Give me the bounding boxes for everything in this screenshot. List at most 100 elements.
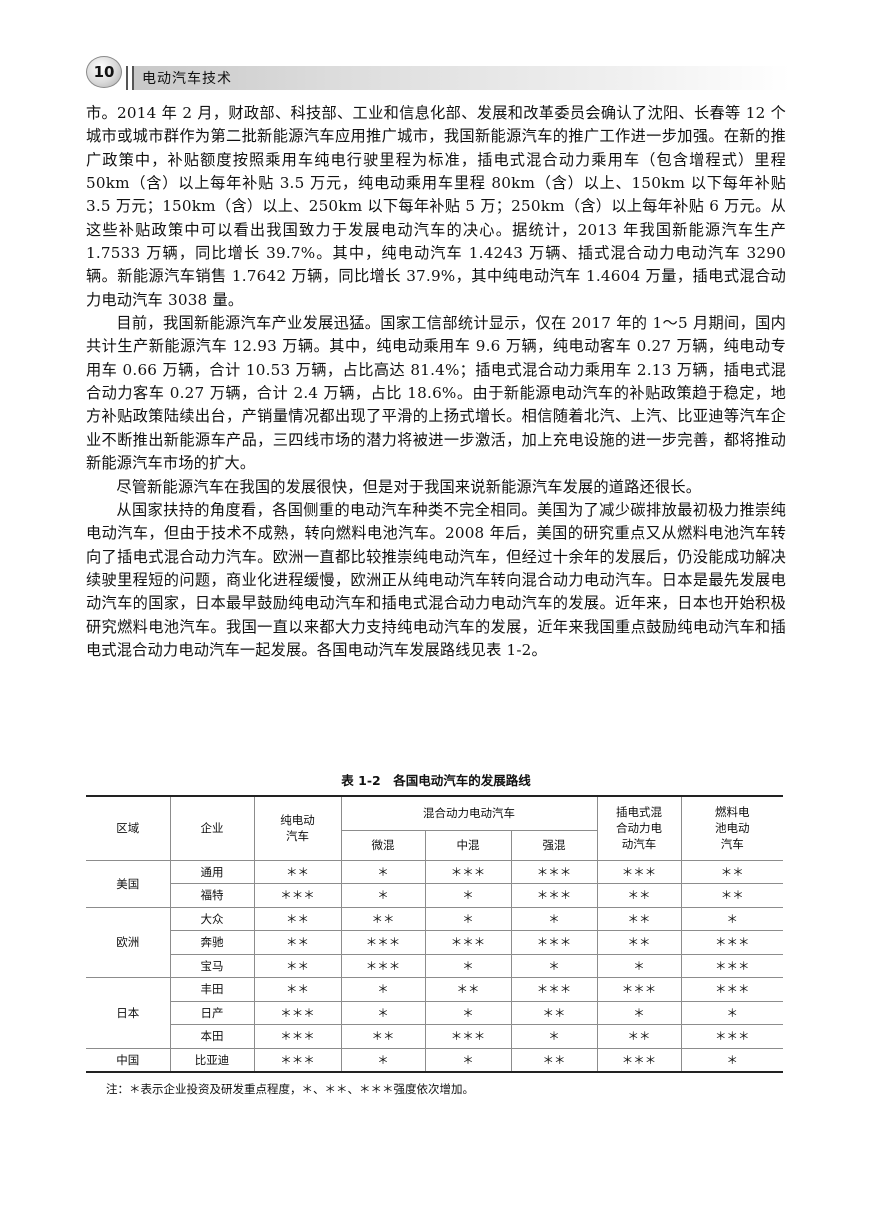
rating-cell: ＊＊＊ [596,859,682,884]
company-cell: 本田 [170,1024,255,1049]
rating-cell: ＊ [680,906,783,931]
page-number-badge: 10 [86,56,122,88]
rating-cell: ＊ [510,1024,598,1049]
rating-cell: ＊＊＊ [596,1047,682,1073]
rating-cell: ＊ [510,906,598,931]
company-cell: 宝马 [170,953,255,978]
rating-cell: ＊＊ [253,859,342,884]
rating-cell: ＊＊ [596,1024,682,1049]
rating-cell: ＊＊ [596,906,682,931]
table-row: 欧洲 大众 ＊＊ ＊＊ ＊ ＊ ＊＊ ＊ [86,906,783,978]
rating-cell: ＊＊ [596,930,682,955]
rating-cell: ＊＊ [253,977,342,1002]
rating-cell: ＊ [424,883,512,908]
company-cell: 日产 [170,1000,255,1025]
rating-cell: ＊＊ [340,1024,426,1049]
table-row: 奔驰 ＊＊ ＊＊＊ ＊＊＊ ＊＊＊ ＊＊ ＊＊＊ [86,930,783,955]
table-row: 美国 通用 ＊＊ ＊ ＊＊＊ ＊＊＊ ＊＊＊ ＊＊ [86,859,783,908]
region-cell: 日本 [86,977,171,1049]
table-header-row: 区域 企业 纯电动汽车 混合动力电动汽车 插电式混合动力电动汽车 燃料电池电动汽… [86,795,783,861]
rating-cell: ＊＊ [424,977,512,1002]
rating-cell: ＊＊＊ [253,1047,342,1073]
rating-cell: ＊＊ [253,953,342,978]
book-title: 电动汽车技术 [142,71,232,87]
rating-cell: ＊＊＊ [680,1024,783,1049]
table-row: 日本 丰田 ＊＊ ＊ ＊＊ ＊＊＊ ＊＊＊ ＊＊＊ [86,977,783,1049]
rating-cell: ＊＊ [596,883,682,908]
header-fcev: 燃料电池电动汽车 [680,795,783,861]
rating-cell: ＊ [596,1000,682,1025]
rating-cell: ＊＊＊ [596,977,682,1002]
header-mild: 微混 [341,829,426,861]
rating-cell: ＊ [340,1000,426,1025]
rating-cell: ＊＊＊ [340,953,426,978]
rating-cell: ＊＊ [680,883,783,908]
rating-cell: ＊＊＊ [510,930,598,955]
header-strong: 强混 [510,829,597,861]
table-note: 注：＊表示企业投资及研发重点程度，＊、＊＊、＊＊＊强度依次增加。 [106,1082,474,1096]
rating-cell: ＊＊ [510,1000,598,1025]
rating-cell: ＊＊ [340,906,426,931]
region-cell: 美国 [86,859,171,908]
company-cell: 大众 [169,906,255,931]
rating-cell: ＊ [680,1000,783,1025]
rating-cell: ＊＊＊ [424,859,512,884]
rating-cell: ＊ [340,977,426,1002]
paragraph-countries: 从国家扶持的角度看，各国侧重的电动汽车种类不完全相同。美国为了减少碳排放最初极力… [86,500,786,659]
company-cell: 通用 [169,859,255,884]
rating-cell: ＊ [680,1047,783,1073]
rating-cell: ＊＊ [253,906,342,931]
rating-cell: ＊＊ [510,1047,598,1073]
header-gradient-band [134,66,790,90]
header-pure-ev: 纯电动汽车 [253,795,342,861]
rating-cell: ＊ [424,1047,512,1073]
region-cell: 欧洲 [86,906,171,978]
header-hybrid-group: 混合动力电动汽车 [340,795,598,831]
table-subheader-row: 微混 中混 强混 [86,829,783,861]
rating-cell: ＊ [510,953,598,978]
table-row: 宝马 ＊＊ ＊＊＊ ＊ ＊ ＊ ＊＊＊ [86,953,783,978]
region-cell: 中国 [86,1047,171,1073]
page-header: 10 电动汽车技术 [84,56,790,92]
paragraph-road-ahead: 尽管新能源汽车在我国的发展很快，但是对于我国来说新能源汽车发展的道路还很长。 [116,477,702,496]
rating-cell: ＊＊＊ [253,883,342,908]
rating-cell: ＊ [424,1000,512,1025]
rating-cell: ＊＊ [680,859,783,884]
company-cell: 丰田 [169,977,255,1002]
header-phev: 插电式混合动力电动汽车 [596,795,682,861]
rating-cell: ＊＊＊ [510,977,598,1002]
rating-cell: ＊ [340,883,426,908]
company-cell: 福特 [170,883,255,908]
table-row: 本田 ＊＊＊ ＊＊ ＊＊＊ ＊ ＊＊ ＊＊＊ [86,1024,783,1049]
table-caption: 表 1-2 各国电动汽车的发展路线 [341,773,531,788]
rating-cell: ＊＊＊ [424,930,512,955]
rating-cell: ＊ [424,953,512,978]
header-medium: 中混 [424,829,512,861]
paragraph-subsidy: 市。2014 年 2 月，财政部、科技部、工业和信息化部、发展和改革委员会确认了… [86,104,786,309]
rating-cell: ＊ [424,906,512,931]
paragraph-industry: 目前，我国新能源汽车产业发展迅猛。国家工信部统计显示，仅在 2017 年的 1～… [86,314,786,473]
table-row: 福特 ＊＊＊ ＊ ＊ ＊＊＊ ＊＊ ＊＊ [86,883,783,908]
rating-cell: ＊ [340,1047,426,1073]
rating-cell: ＊＊＊ [680,977,783,1002]
rating-cell: ＊＊＊ [680,930,783,955]
rating-cell: ＊＊＊ [253,1024,342,1049]
rating-cell: ＊ [596,953,682,978]
rating-cell: ＊＊＊ [340,930,426,955]
table-row: 日产 ＊＊＊ ＊ ＊ ＊＊ ＊ ＊ [86,1000,783,1025]
rating-cell: ＊＊＊ [510,859,598,884]
company-cell: 比亚迪 [169,1047,255,1073]
rating-cell: ＊ [340,859,426,884]
rating-cell: ＊＊＊ [253,1000,342,1025]
rating-cell: ＊＊＊ [510,883,598,908]
rating-cell: ＊＊ [253,930,342,955]
table-row: 中国 比亚迪 ＊＊＊ ＊ ＊ ＊＊ ＊＊＊ ＊ [86,1047,783,1073]
body-text: 市。2014 年 2 月，财政部、科技部、工业和信息化部、发展和改革委员会确认了… [86,102,786,662]
development-route-table: 区域 企业 纯电动汽车 混合动力电动汽车 插电式混合动力电动汽车 燃料电池电动汽… [86,795,783,1073]
header-company: 企业 [169,795,255,861]
rating-cell: ＊＊＊ [424,1024,512,1049]
company-cell: 奔驰 [170,930,255,955]
rating-cell: ＊＊＊ [680,953,783,978]
header-region: 区域 [86,795,171,861]
header-divider-bars [126,66,134,90]
